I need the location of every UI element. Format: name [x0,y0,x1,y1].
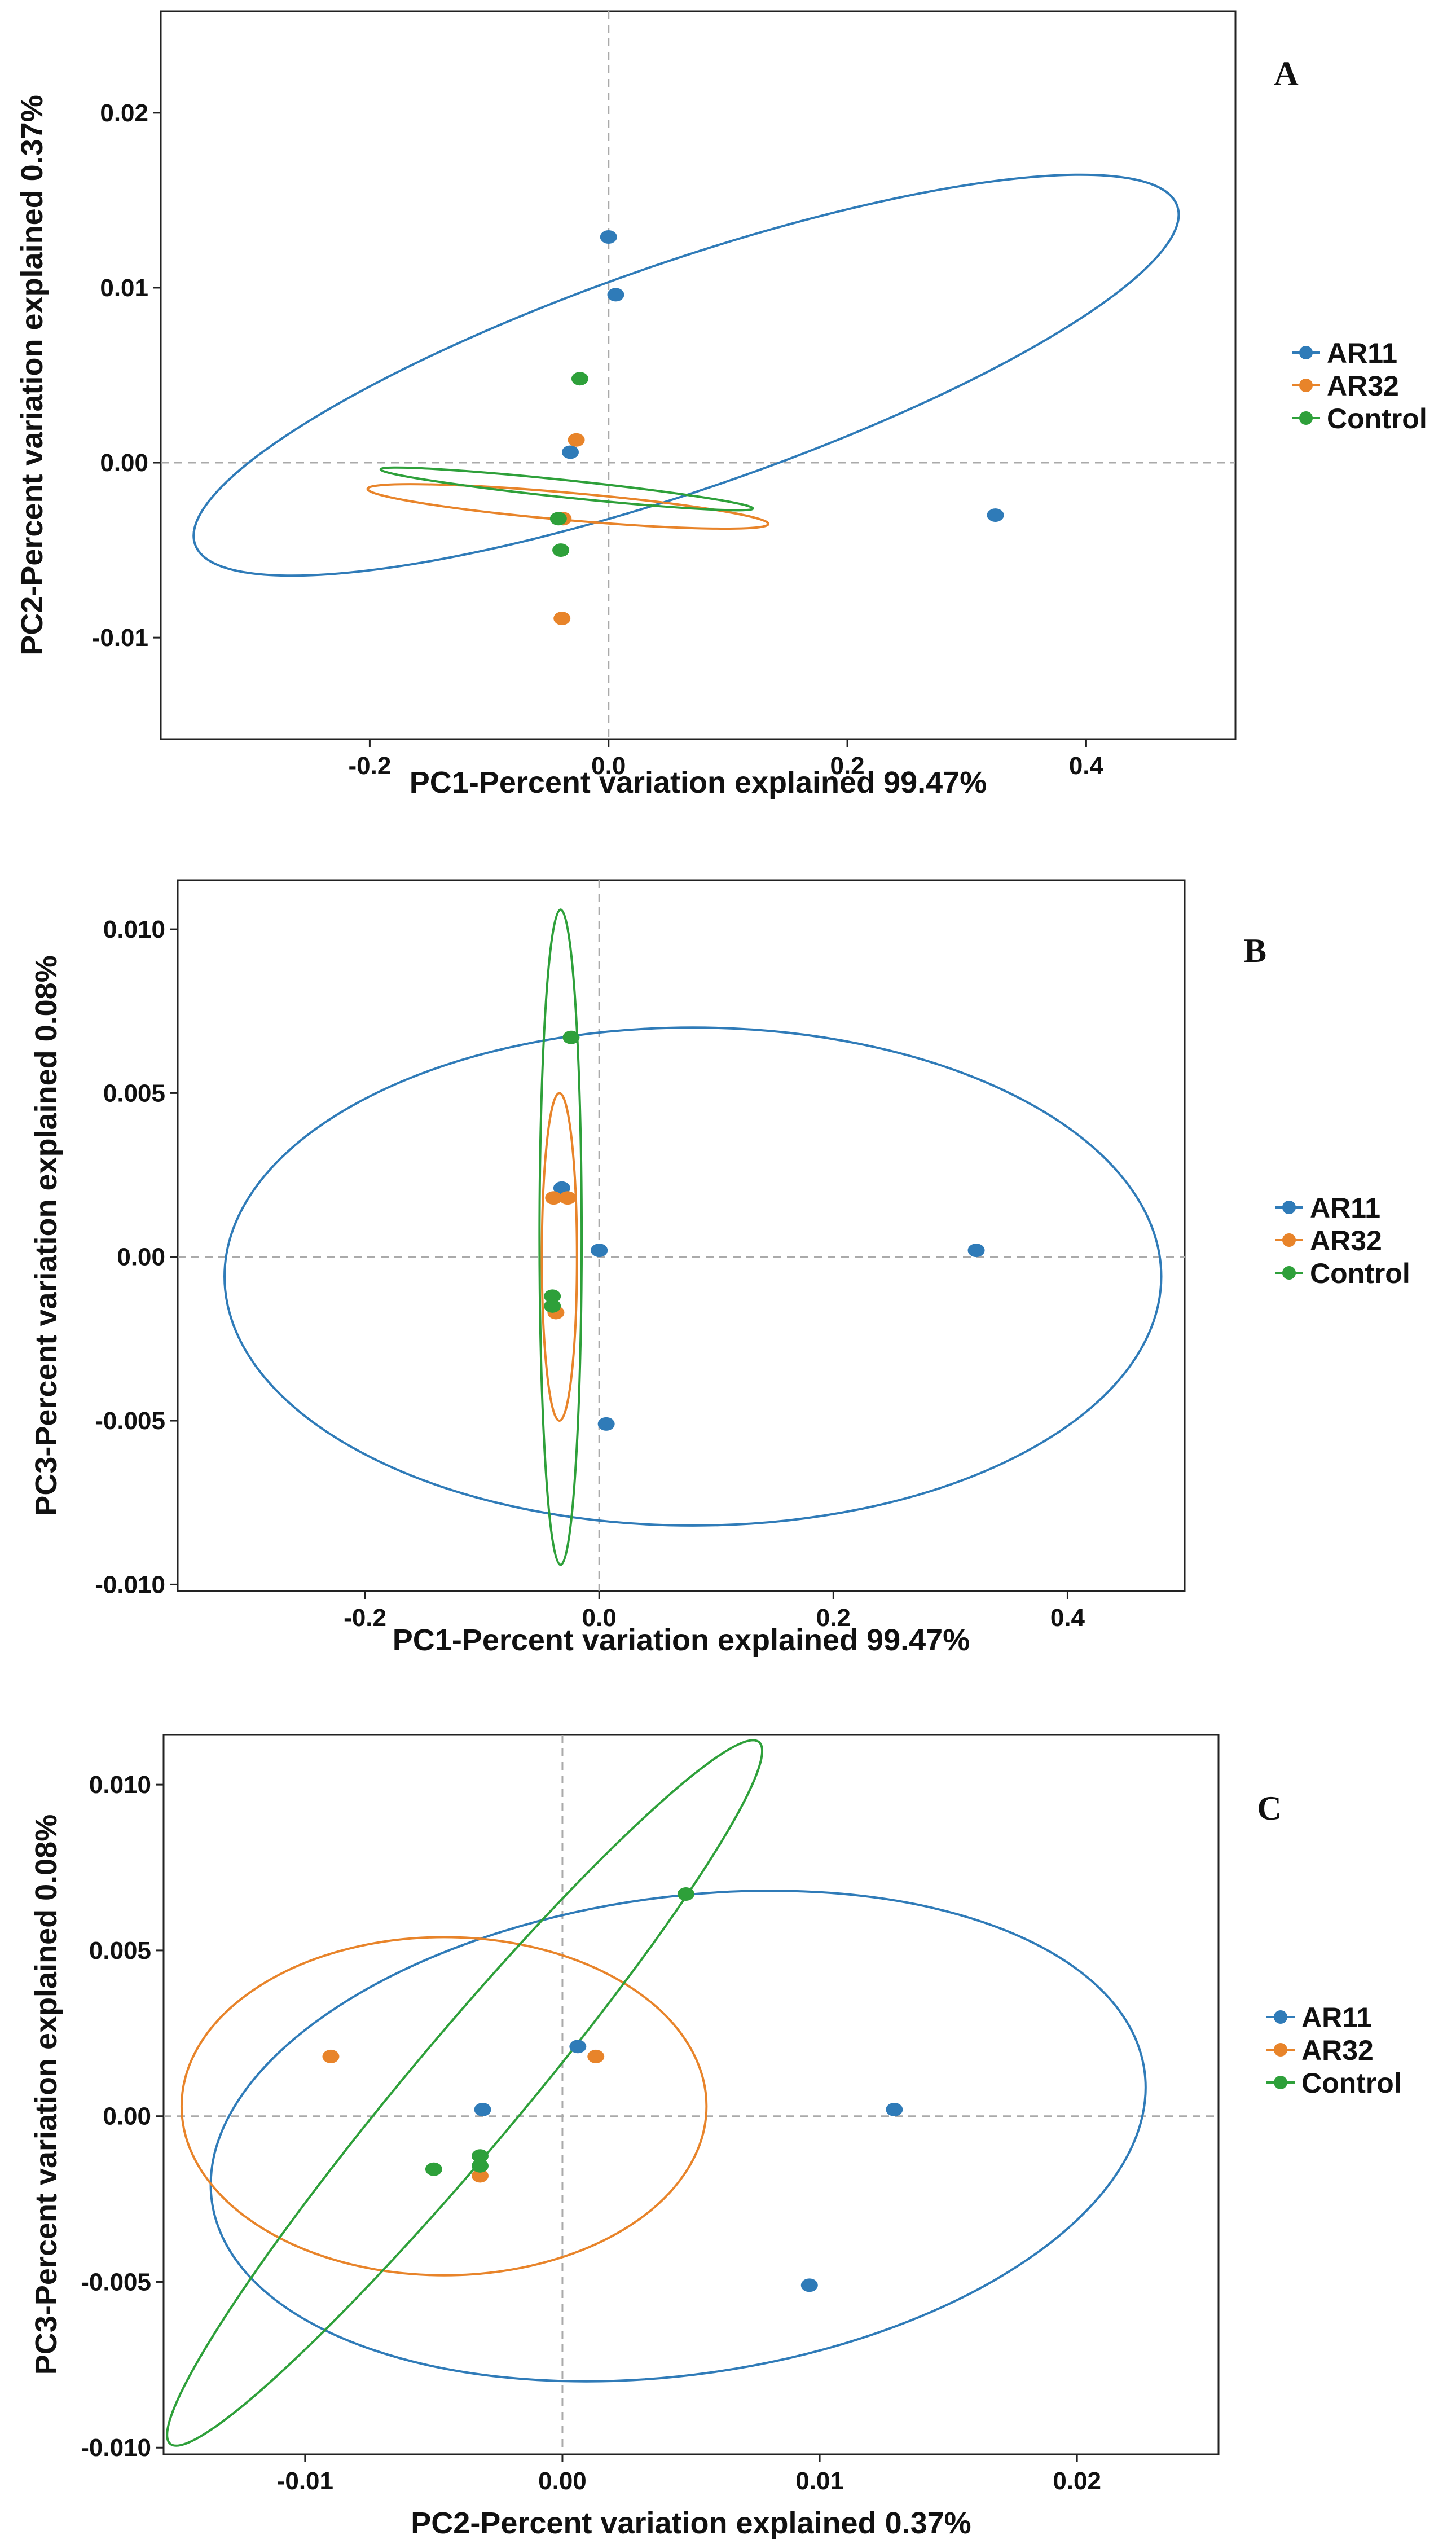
y-tick-label: -0.010 [81,2434,151,2462]
x-tick-label: 0.2 [816,1604,851,1632]
legend-label-ar32: AR32 [1301,2035,1374,2066]
panel-c: -0.01 0.00 0.01 0.02 -0.010 -0.005 0.00 0.005 0.… [29,1734,1402,2540]
legend-label-ar11: AR11 [1301,2002,1372,2033]
x-tick-label: 0.2 [830,752,864,780]
y-tick-label: 0.00 [117,1244,165,1271]
y-tick-label: -0.01 [92,624,148,652]
x-tick-label: 0.0 [582,1604,617,1632]
point-control [549,512,567,526]
x-tick-label: 0.4 [1069,752,1104,780]
legend-label-ar11: AR11 [1327,337,1397,369]
legend-key-dot [1274,2010,1287,2024]
y-tick-label: 0.005 [103,1079,165,1107]
point-control [562,1030,580,1044]
x-tick-label: -0.01 [277,2467,333,2495]
x-axis-title: PC1-Percent variation explained 99.47% [393,1623,970,1657]
point-control [552,543,570,557]
y-tick-label: 0.010 [89,1771,151,1799]
ellipse-ar11 [192,173,1180,577]
point-ar11 [597,1417,615,1431]
ellipse-ar32 [540,1092,578,1422]
y-tick-label: -0.010 [95,1571,165,1598]
y-tick-label: 0.00 [100,449,148,477]
x-axis-title: PC1-Percent variation explained 99.47% [410,766,987,799]
ellipse-control [379,466,754,512]
x-tick-label: -0.2 [349,752,392,780]
point-ar11 [569,2040,587,2054]
point-control [544,1289,561,1303]
x-tick-label: -0.2 [344,1604,386,1632]
y-tick-label: -0.005 [81,2268,151,2296]
legend-label-control: Control [1301,2067,1402,2099]
plot-frame [160,10,1237,740]
point-ar11 [800,2278,818,2292]
plot-frame [162,1734,1220,2455]
panel-label: C [1257,1790,1281,1827]
ellipse-ar11 [209,1890,1147,2383]
point-control [425,2162,442,2176]
legend-key-dot [1274,2043,1287,2057]
point-ar11 [987,508,1004,522]
panel-b: -0.2 0.0 0.2 0.4 -0.010 -0.005 0.00 0.005 0.010 P… [29,879,1410,1657]
x-tick-label: 0.00 [538,2467,587,2495]
y-axis-title: PC2-Percent variation explained 0.37% [15,95,49,655]
panel-label: B [1244,932,1266,969]
y-axis-title: PC3-Percent variation explained 0.08% [29,955,63,1515]
point-ar11 [886,2102,903,2116]
legend-label-control: Control [1310,1258,1410,1289]
legend-label-ar11: AR11 [1310,1192,1380,1224]
point-ar32 [559,1191,577,1205]
y-tick-label: 0.005 [89,1937,151,1965]
x-tick-label: 0.01 [795,2467,844,2495]
point-control [544,1299,561,1313]
plot-frame [177,879,1186,1592]
point-ar32 [568,433,585,447]
y-tick-label: 0.01 [100,274,148,302]
x-tick-label: 0.0 [591,752,626,780]
point-control [472,2159,489,2173]
legend-label-ar32: AR32 [1310,1225,1382,1256]
legend-key-dot [1282,1266,1296,1280]
legend-label-control: Control [1327,403,1427,434]
legend-key-dot [1282,1201,1296,1214]
legend-key-dot [1282,1233,1296,1247]
point-ar32 [472,2169,489,2183]
point-ar11 [474,2102,491,2116]
panel-label: A [1274,55,1298,92]
y-tick-label: 0.00 [103,2103,151,2130]
legend-key-dot [1299,346,1313,359]
point-ar11 [562,445,579,459]
point-ar32 [553,612,571,626]
ellipse-ar11 [223,1026,1163,1527]
y-tick-label: 0.02 [100,99,148,127]
y-axis-title: PC3-Percent variation explained 0.08% [29,1814,63,2375]
x-tick-label: 0.02 [1053,2467,1101,2495]
point-ar11 [591,1244,608,1258]
y-tick-label: 0.010 [103,916,165,943]
legend-key-dot [1299,379,1313,392]
x-tick-label: 0.4 [1050,1604,1085,1632]
ellipse-ar32 [180,1936,708,2277]
point-control [677,1887,694,1901]
x-axis-title: PC2-Percent variation explained 0.37% [411,2506,971,2540]
point-ar11 [600,230,617,244]
panel-a: -0.2 0.0 0.2 0.4 -0.01 0.00 0.01 0.02 PC1-Percen… [15,10,1427,799]
point-ar32 [545,1191,562,1205]
y-tick-label: -0.005 [95,1407,165,1435]
point-ar32 [322,2049,340,2063]
point-ar11 [607,288,624,302]
ellipse-control [538,908,583,1566]
ellipse-control [166,1739,764,2447]
legend-key-dot [1299,411,1313,425]
point-control [472,2149,489,2163]
point-ar11 [967,1244,985,1258]
legend-key-dot [1274,2076,1287,2089]
legend-label-ar32: AR32 [1327,370,1399,402]
point-ar32 [587,2049,605,2063]
point-control [571,372,588,386]
